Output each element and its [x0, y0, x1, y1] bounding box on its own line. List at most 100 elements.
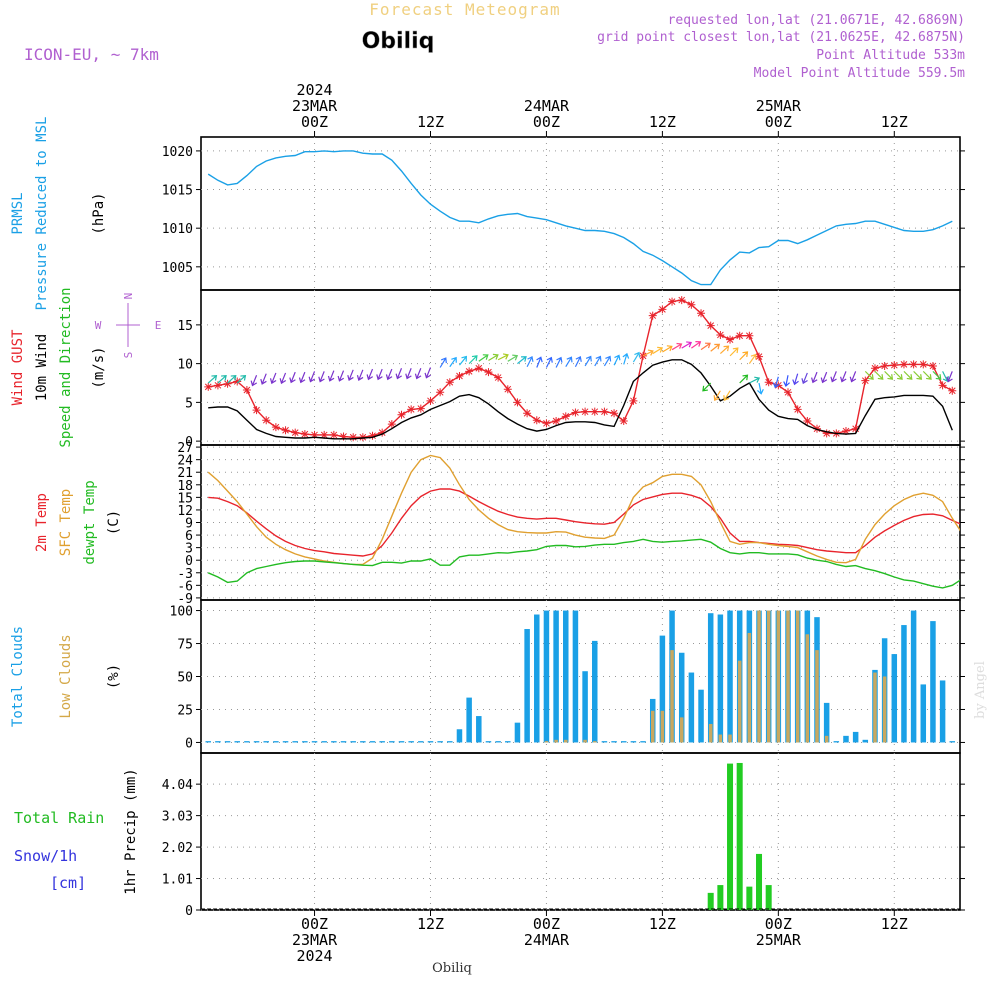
gust-marker: [803, 416, 812, 425]
time-axis-label: 00Z: [765, 915, 792, 933]
bar-total-clouds: [930, 621, 936, 743]
wind-direction-arrow: [632, 351, 641, 363]
y-tick-label: 0: [185, 736, 193, 751]
gust-marker: [812, 424, 821, 433]
panel-frame: [200, 136, 961, 291]
wind-direction-arrow: [536, 356, 543, 368]
bar-total-clouds: [505, 741, 511, 743]
bar-total-clouds: [350, 741, 356, 743]
gust-marker: [793, 405, 802, 414]
gust-marker: [687, 300, 696, 309]
bar-rain: [736, 762, 743, 910]
wind-direction-arrow: [424, 367, 432, 379]
panel-plot-area: [204, 296, 957, 442]
gust-marker: [320, 430, 329, 439]
wind-direction-arrow: [729, 347, 739, 357]
bar-total-clouds: [630, 741, 637, 743]
compass-label: N: [122, 293, 135, 300]
bar-low-clouds: [679, 717, 684, 743]
y-tick-label: 3: [185, 542, 193, 557]
time-axis-label: 12Z: [649, 113, 676, 131]
wind-direction-arrow: [269, 372, 277, 385]
bar-low-clouds: [650, 710, 655, 743]
gust-marker: [310, 430, 319, 439]
gust-marker: [948, 386, 957, 395]
gust-marker: [880, 361, 889, 370]
bar-total-clouds: [910, 610, 917, 743]
gust-marker: [329, 430, 338, 439]
series-line-wind: [208, 359, 953, 440]
bar-low-clouds: [805, 634, 810, 743]
bar-total-clouds: [427, 741, 434, 743]
gust-marker: [561, 412, 570, 421]
bar-total-clouds: [698, 689, 704, 743]
gust-marker: [523, 409, 532, 418]
gust-marker: [213, 381, 222, 390]
bar-total-clouds: [901, 625, 907, 743]
wind-direction-arrow: [497, 353, 509, 361]
bar-rain: [707, 892, 714, 910]
bar-total-clouds: [495, 741, 501, 743]
wind-direction-arrow: [439, 357, 447, 368]
gust-marker: [532, 416, 541, 425]
bar-total-clouds: [292, 741, 298, 743]
wind-direction-arrow: [757, 382, 764, 395]
y-axis-label: Speed and Direction: [58, 287, 74, 447]
panel-plot-area: [207, 454, 960, 589]
bar-low-clouds: [776, 610, 781, 743]
gust-marker: [870, 364, 879, 373]
y-tick-label: -6: [177, 579, 193, 594]
panel-plot-area: [201, 762, 960, 910]
bar-total-clouds: [379, 741, 385, 743]
wind-direction-arrow: [801, 372, 808, 385]
bar-low-clouds: [795, 610, 800, 743]
gust-marker: [494, 373, 503, 382]
gust-marker: [668, 297, 677, 306]
series-line-series: [207, 150, 953, 286]
bar-total-clouds: [456, 729, 463, 743]
watermark: by Angel: [973, 661, 988, 719]
wind-direction-arrow: [840, 371, 847, 383]
series-line-gust: [208, 299, 953, 438]
wind-direction-arrow: [932, 370, 942, 380]
y-tick-label: 4.04: [162, 778, 193, 793]
panel-plot-area: [205, 610, 956, 743]
time-axis-label: 00Z: [301, 915, 328, 933]
supertitle: Forecast Meteogram: [369, 0, 560, 19]
page-title: Obiliq: [362, 29, 435, 54]
wind-direction-arrow: [749, 376, 761, 384]
panel-clouds: 0 25 50 75 100 Total Clouds Low Clouds (%): [10, 599, 965, 754]
bar-total-clouds: [659, 635, 666, 743]
bar-low-clouds: [882, 676, 887, 743]
y-axis-label: Wind GUST: [10, 329, 26, 405]
y-tick-label: 18: [177, 479, 193, 494]
bar-total-clouds: [707, 613, 714, 743]
wind-direction-arrow: [250, 375, 258, 387]
bar-low-clouds: [737, 660, 742, 743]
gust-marker: [745, 331, 754, 340]
legend-entry: [cm]: [50, 874, 86, 892]
bar-total-clouds: [418, 741, 424, 743]
bar-low-clouds: [593, 741, 597, 743]
compass-label: S: [122, 352, 135, 359]
bar-total-clouds: [447, 741, 453, 743]
compass-rose: W E N S: [95, 293, 162, 359]
wind-direction-arrow: [478, 354, 489, 362]
wind-direction-arrow: [903, 370, 913, 380]
panel-wind: 0 5 10 15 Wind GUST 10m Wind Speed and Directi…: [10, 287, 965, 450]
time-axis-label: 00Z: [765, 113, 792, 131]
y-tick-label: 5: [185, 396, 193, 411]
wind-direction-arrow: [366, 368, 374, 381]
bar-total-clouds: [823, 702, 830, 743]
gust-marker: [861, 376, 870, 385]
wind-direction-arrow: [574, 355, 582, 367]
wind-direction-arrow: [662, 345, 673, 353]
y-axis-label: SFC Temp: [58, 489, 74, 556]
wind-direction-arrow: [849, 371, 857, 383]
gust-marker: [571, 408, 580, 417]
wind-direction-arrow: [405, 368, 412, 380]
wind-direction-arrow: [874, 370, 884, 380]
gust-marker: [474, 364, 483, 373]
